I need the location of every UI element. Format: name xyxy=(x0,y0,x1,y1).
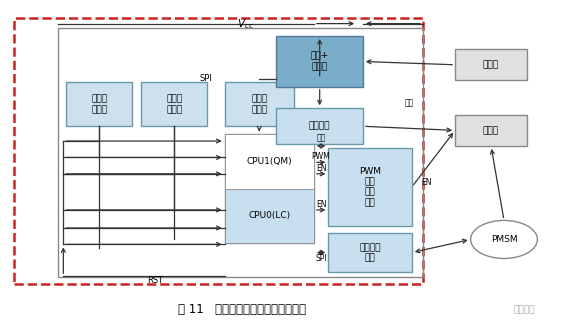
Text: 驱动板: 驱动板 xyxy=(483,126,499,135)
Text: 电源+
时窗狗: 电源+ 时窗狗 xyxy=(310,52,329,71)
Text: CPU1(QM): CPU1(QM) xyxy=(247,157,292,166)
FancyBboxPatch shape xyxy=(225,82,294,126)
FancyBboxPatch shape xyxy=(455,49,527,80)
Text: 并口: 并口 xyxy=(404,99,414,108)
Text: 旋变解码
电路: 旋变解码 电路 xyxy=(359,243,381,262)
Text: EN: EN xyxy=(421,177,431,187)
FancyBboxPatch shape xyxy=(455,115,527,146)
Text: PWM
脉冲
处理
电路: PWM 脉冲 处理 电路 xyxy=(359,167,381,207)
Text: 电流采
样电路: 电流采 样电路 xyxy=(92,94,107,114)
FancyBboxPatch shape xyxy=(276,108,363,144)
FancyBboxPatch shape xyxy=(276,36,363,87)
Text: RST: RST xyxy=(147,276,164,285)
FancyBboxPatch shape xyxy=(225,134,314,243)
Text: SPI: SPI xyxy=(200,74,213,83)
Circle shape xyxy=(471,220,537,258)
Text: 高压采
样电路: 高压采 样电路 xyxy=(166,94,182,114)
Text: SPI: SPI xyxy=(315,254,327,263)
FancyBboxPatch shape xyxy=(328,148,412,226)
Text: 蓄电池: 蓄电池 xyxy=(483,60,499,69)
FancyBboxPatch shape xyxy=(141,82,207,126)
Text: 图 11   双核微处理器的系统安全架构: 图 11 双核微处理器的系统安全架构 xyxy=(178,303,306,317)
Text: CPU0(LC): CPU0(LC) xyxy=(248,211,290,220)
FancyBboxPatch shape xyxy=(328,233,412,272)
Text: $V_{cc}$: $V_{cc}$ xyxy=(237,17,255,31)
Text: 电动学堂: 电动学堂 xyxy=(513,305,535,315)
Text: 并口: 并口 xyxy=(316,133,326,142)
Text: EN: EN xyxy=(316,200,327,209)
FancyBboxPatch shape xyxy=(225,189,314,243)
FancyBboxPatch shape xyxy=(66,82,132,126)
Text: 驱动电源: 驱动电源 xyxy=(309,122,331,131)
Text: EN: EN xyxy=(316,164,327,173)
Text: PWM: PWM xyxy=(312,152,331,161)
Text: PMSM: PMSM xyxy=(491,235,517,244)
FancyBboxPatch shape xyxy=(225,134,314,189)
Text: 温度采
样电路: 温度采 样电路 xyxy=(251,94,267,114)
